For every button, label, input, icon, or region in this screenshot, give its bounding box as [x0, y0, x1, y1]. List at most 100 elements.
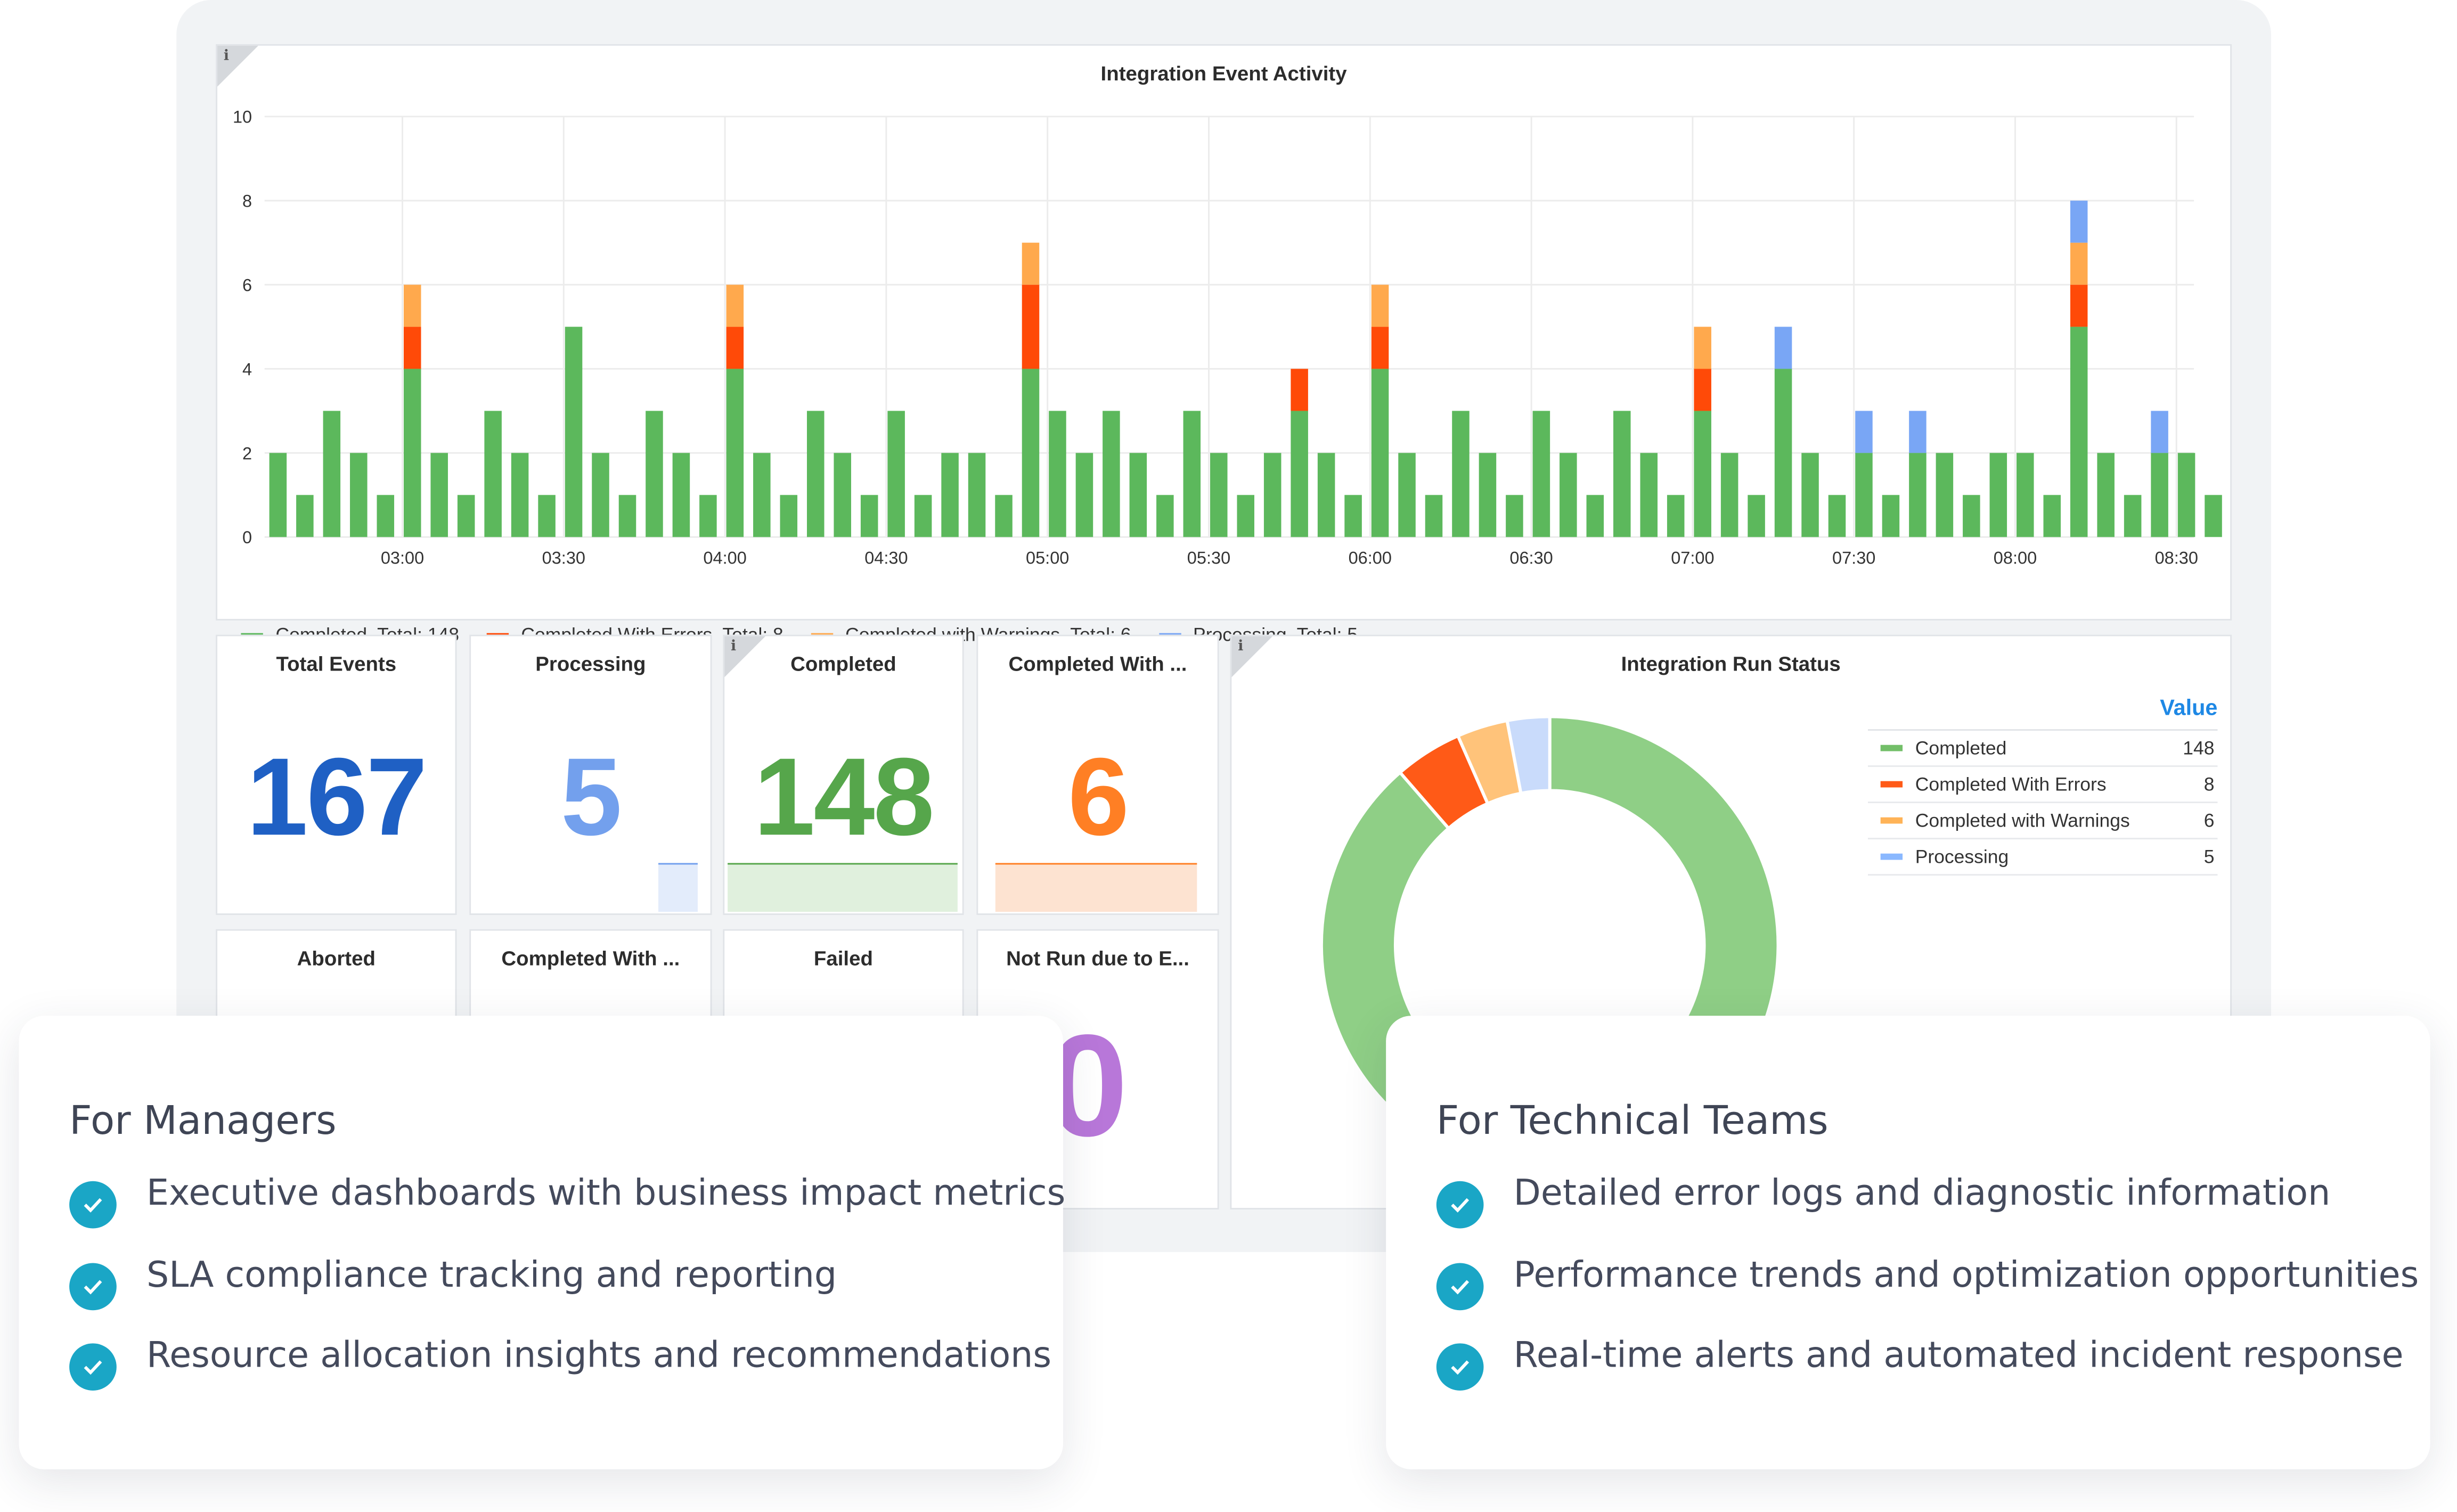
bar-segment	[1909, 411, 1927, 453]
bar-segment	[726, 369, 744, 537]
x-tick-label: 04:30	[864, 549, 908, 568]
legend-table-row[interactable]: Processing 5	[1868, 839, 2218, 876]
feature-text: SLA compliance tracking and reporting	[146, 1254, 837, 1296]
x-tick-label: 07:00	[1671, 549, 1714, 568]
bar-segment	[1694, 411, 1711, 537]
bar-segment	[1963, 495, 1980, 537]
feature-item: Real-time alerts and automated incident …	[1436, 1333, 2419, 1413]
feature-text: Detailed error logs and diagnostic infor…	[1513, 1173, 2331, 1214]
panel-title: Integration Run Status	[1621, 652, 1841, 676]
technical-teams-card: For Technical Teams Detailed error logs …	[1386, 1016, 2430, 1469]
run-status-legend-table: Value Completed 148 Completed With Errors…	[1868, 694, 2218, 876]
bar-segment	[887, 411, 905, 537]
x-tick-label: 08:00	[1994, 549, 2037, 568]
legend-swatch	[1880, 853, 1903, 860]
y-tick-label: 6	[242, 275, 252, 295]
bar-segment	[1748, 495, 1765, 537]
check-icon	[1436, 1262, 1484, 1310]
bar-segment	[646, 411, 663, 537]
legend-swatch	[1880, 817, 1903, 824]
bar-segment	[1989, 453, 2007, 537]
bar-segment	[296, 495, 314, 537]
bar-segment	[511, 453, 529, 537]
managers-card: For Managers Executive dashboards with b…	[19, 1016, 1065, 1469]
bar-segment	[806, 411, 825, 537]
card-title: For Technical Teams	[1436, 1098, 1829, 1143]
stat-value: 5	[560, 735, 622, 859]
check-icon	[1436, 1181, 1484, 1229]
panel-info-corner[interactable]	[1231, 636, 1273, 677]
bar-segment	[1613, 411, 1631, 537]
feature-item: Performance trends and optimization oppo…	[1436, 1251, 2419, 1332]
bar-segment	[1640, 453, 1658, 537]
stat-title: Aborted	[297, 946, 376, 970]
bar-segment	[2097, 453, 2115, 537]
bar-segment	[1398, 453, 1416, 537]
bar-segment	[430, 453, 448, 537]
bar-segment	[1291, 411, 1308, 537]
bar-segment	[1425, 495, 1443, 537]
info-icon[interactable]: i	[223, 48, 230, 65]
event-activity-panel: i Integration Event Activity 0 2 4 6 8 10 03:0…	[216, 44, 2232, 645]
bar-segment	[1183, 411, 1201, 537]
row-label: Processing	[1915, 845, 2009, 868]
stat-title: Completed With ...	[1008, 652, 1187, 676]
value-column-header[interactable]: Value	[1868, 694, 2218, 731]
row-value: 148	[2183, 737, 2215, 759]
x-tick-label: 06:30	[1509, 549, 1553, 568]
bar-segment	[1909, 453, 1927, 537]
info-icon[interactable]: i	[731, 639, 737, 656]
info-icon[interactable]: i	[1238, 639, 1244, 656]
bar-segment	[350, 453, 368, 537]
bar-segment	[2070, 284, 2088, 327]
donut-slice	[1505, 715, 1552, 795]
legend-table-row[interactable]: Completed With Errors 8	[1868, 767, 2218, 804]
bar-segment	[1720, 453, 1738, 537]
check-icon	[1436, 1343, 1484, 1391]
legend-swatch	[1880, 781, 1903, 788]
bar-segment	[1936, 453, 1954, 537]
stat-total-events: Total Events 167	[216, 634, 457, 916]
event-bar-chart: 0 2 4 6 8 10 03:00 03:30 04:00 04:30 05:00 05:30 06:…	[233, 108, 2222, 568]
bar-segment	[565, 326, 583, 537]
bar-segment	[484, 411, 502, 537]
bar-segment	[2070, 242, 2088, 285]
stat-title: Processing	[535, 652, 646, 676]
bar-segment	[1560, 453, 1577, 537]
feature-text: Resource allocation insights and recomme…	[146, 1335, 1052, 1377]
bar-segment	[1075, 453, 1093, 537]
bar-segment	[2151, 411, 2168, 453]
stat-title: Completed	[790, 652, 896, 676]
card-title: For Managers	[69, 1098, 337, 1143]
row-label: Completed with Warnings	[1915, 809, 2130, 832]
stat-title: Total Events	[276, 652, 397, 676]
bar-segment	[2017, 453, 2034, 537]
feature-list: Executive dashboards with business impac…	[69, 1170, 1065, 1413]
bar-segment	[914, 495, 932, 537]
bar-segment	[1049, 411, 1066, 537]
y-tick-label: 8	[242, 192, 252, 211]
bar-segment	[860, 495, 878, 537]
bar-segment	[1694, 326, 1711, 369]
bar-segment	[1774, 326, 1792, 369]
bar-segment	[377, 495, 395, 537]
bar-segment	[1317, 453, 1335, 537]
bar-segment	[995, 495, 1013, 537]
legend-table-row[interactable]: Completed 148	[1868, 731, 2218, 767]
bar-segment	[618, 495, 636, 537]
bar-segment	[780, 495, 798, 537]
bar-segment	[1855, 453, 1873, 537]
sparkline	[658, 863, 698, 912]
x-tick-label: 04:00	[703, 549, 746, 568]
bar-segment	[2070, 200, 2088, 243]
panel-info-corner[interactable]	[217, 45, 258, 87]
legend-table-row[interactable]: Completed with Warnings 6	[1868, 803, 2218, 840]
bar-segment	[1532, 411, 1550, 537]
panel-info-corner[interactable]	[724, 636, 766, 677]
stat-title: Completed With ...	[501, 946, 680, 970]
bar-segment	[403, 326, 421, 369]
feature-text: Executive dashboards with business impac…	[146, 1173, 1066, 1214]
stat-value: 6	[1067, 735, 1129, 859]
stat-title: Failed	[813, 946, 874, 970]
